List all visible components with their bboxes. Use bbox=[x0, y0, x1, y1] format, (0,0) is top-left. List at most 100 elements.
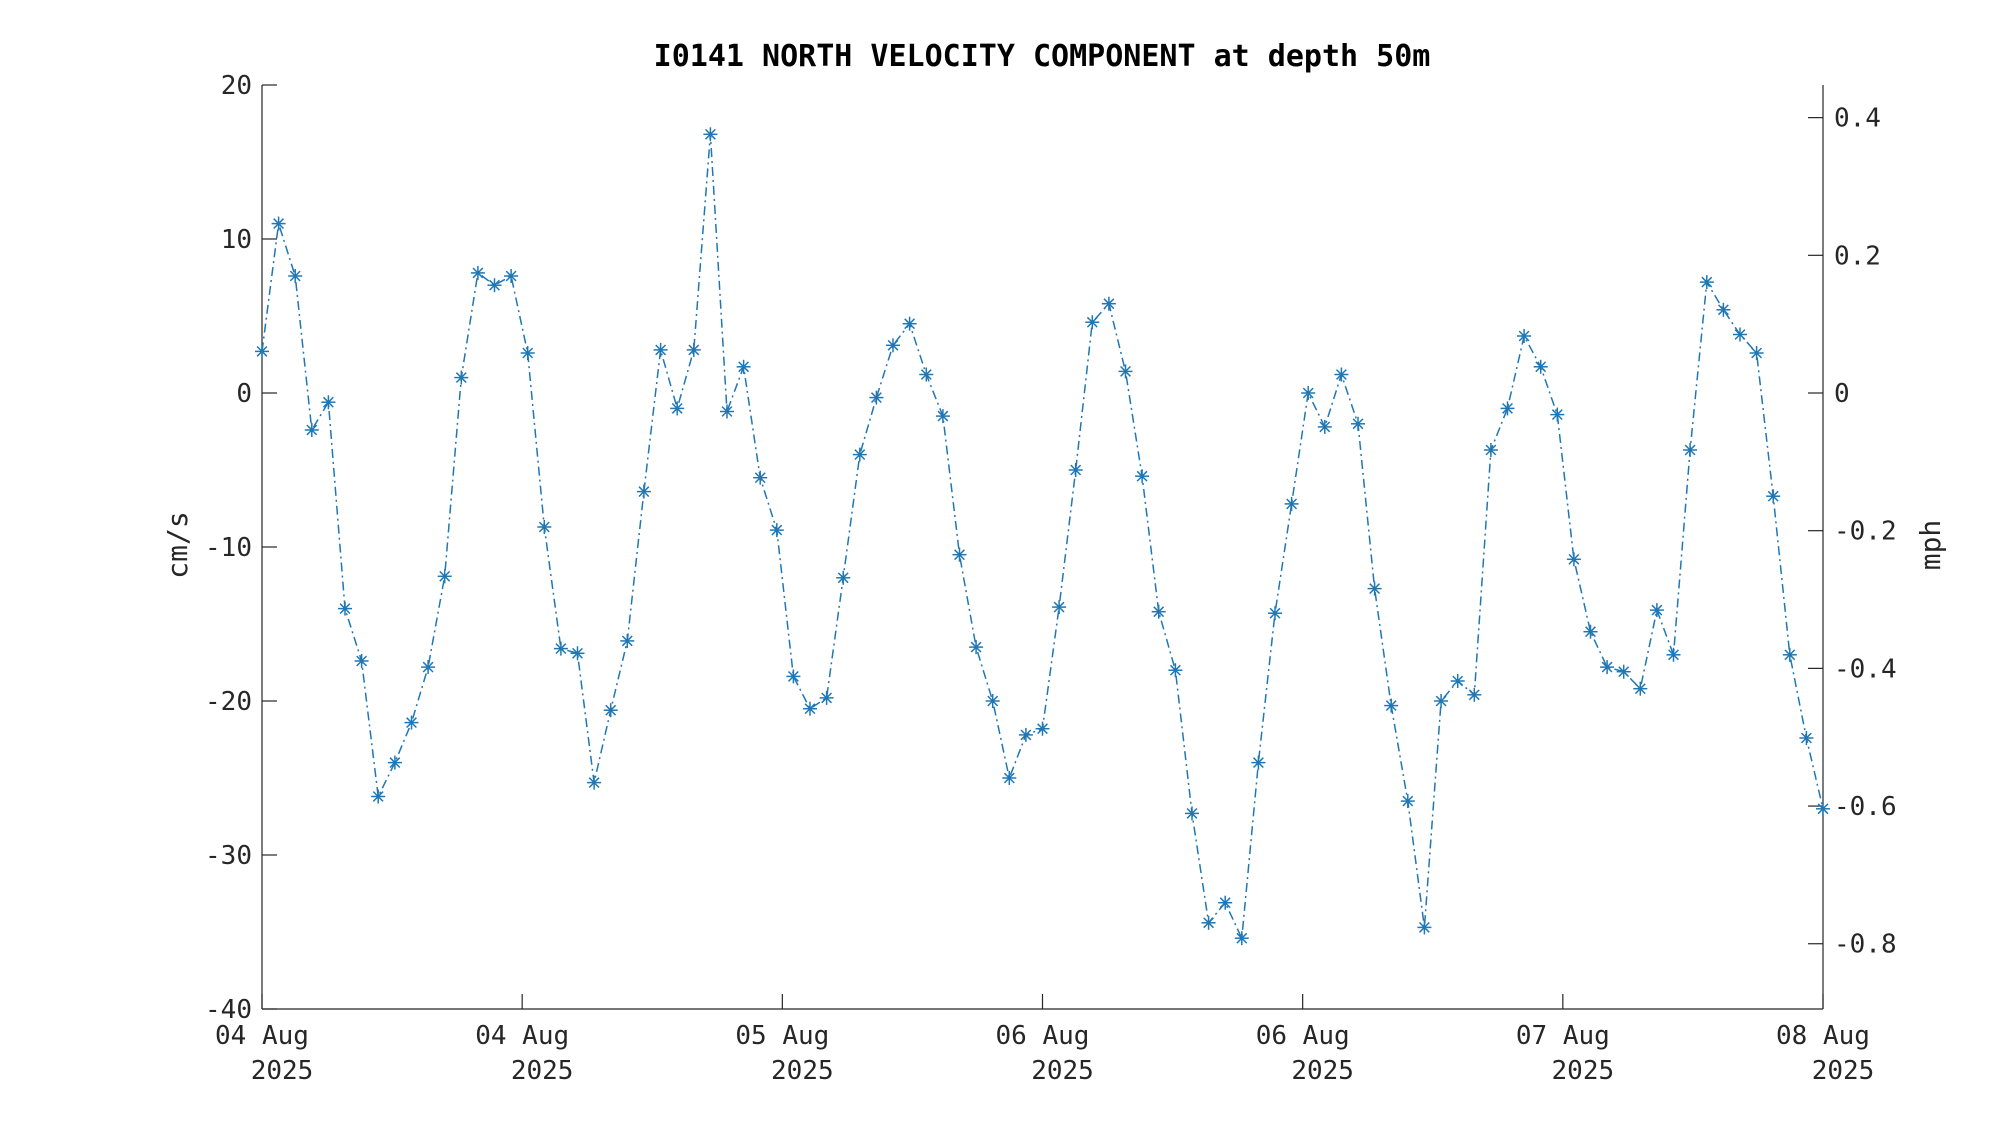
data-point bbox=[1151, 604, 1166, 619]
x-tick-label-year: 2025 bbox=[1812, 1056, 1875, 1086]
data-point bbox=[570, 646, 585, 661]
data-point bbox=[1799, 731, 1814, 745]
data-point bbox=[1566, 552, 1581, 567]
data-point bbox=[354, 654, 369, 668]
data-point bbox=[836, 570, 851, 585]
y2-tick-label: -0.2 bbox=[1834, 517, 1897, 547]
data-point bbox=[520, 346, 535, 360]
data-point bbox=[1633, 681, 1648, 696]
y2-tick-label: -0.8 bbox=[1834, 930, 1897, 960]
data-point bbox=[387, 755, 402, 770]
data-point bbox=[404, 715, 419, 730]
data-point bbox=[736, 359, 751, 374]
data-point bbox=[1168, 663, 1183, 678]
data-point bbox=[1334, 367, 1349, 382]
data-point bbox=[1185, 806, 1199, 821]
data-point bbox=[504, 269, 519, 283]
x-tick-label-year: 2025 bbox=[1031, 1056, 1094, 1086]
data-point bbox=[720, 404, 734, 419]
data-point bbox=[1533, 359, 1548, 374]
x-tick-label-date: 07 Aug bbox=[1516, 1021, 1610, 1051]
data-point bbox=[935, 409, 950, 424]
data-point bbox=[1616, 664, 1631, 679]
y2-tick-label: 0.2 bbox=[1834, 241, 1881, 271]
x-tick-label-date: 08 Aug bbox=[1776, 1021, 1870, 1051]
data-point bbox=[1251, 755, 1266, 770]
x-tick-label-date: 04 Aug bbox=[475, 1021, 569, 1051]
data-point bbox=[371, 789, 386, 804]
data-point bbox=[1699, 275, 1714, 290]
x-tick-label-year: 2025 bbox=[251, 1056, 314, 1086]
x-tick-label-year: 2025 bbox=[1291, 1056, 1354, 1086]
data-point bbox=[1317, 419, 1332, 434]
data-point bbox=[1351, 416, 1365, 431]
data-point bbox=[1101, 296, 1116, 311]
data-point bbox=[686, 342, 701, 357]
data-point bbox=[1417, 920, 1432, 935]
data-point bbox=[886, 338, 900, 353]
y2-tick-label: -0.4 bbox=[1834, 654, 1897, 684]
data-point bbox=[1384, 698, 1399, 713]
data-point bbox=[1733, 327, 1747, 342]
data-point bbox=[304, 423, 319, 437]
x-tick-label-date: 06 Aug bbox=[996, 1021, 1090, 1051]
x-tick-label-year: 2025 bbox=[511, 1056, 574, 1086]
data-point bbox=[1517, 329, 1532, 343]
data-point bbox=[1816, 801, 1830, 816]
plot-area bbox=[255, 127, 1830, 946]
data-point bbox=[587, 775, 602, 790]
data-point bbox=[1666, 647, 1681, 662]
axes: -40 -30 -20 -10 0 10 20 -0.8 -0.6 -0.4 -0.2 0 0.2 0.4… bbox=[205, 71, 1897, 1086]
data-point bbox=[1301, 386, 1316, 400]
y-axis-title: cm/s bbox=[161, 511, 194, 578]
data-point bbox=[421, 660, 436, 675]
data-point bbox=[1434, 694, 1449, 708]
data-point bbox=[1018, 727, 1033, 742]
y-tick-label: -30 bbox=[205, 841, 252, 871]
x-tick-label-date: 04 Aug bbox=[215, 1021, 309, 1051]
data-point bbox=[321, 395, 336, 410]
data-point bbox=[271, 216, 286, 231]
y2-tick-label: 0 bbox=[1834, 379, 1850, 409]
data-point bbox=[1234, 931, 1249, 946]
data-point bbox=[869, 390, 884, 405]
data-point bbox=[985, 694, 1000, 708]
data-point bbox=[803, 701, 817, 716]
data-point bbox=[1749, 346, 1764, 360]
y-tick-label: 20 bbox=[221, 71, 252, 101]
y-tick-label: -20 bbox=[205, 687, 252, 717]
data-point bbox=[1400, 794, 1415, 809]
data-point bbox=[1483, 443, 1498, 457]
data-point bbox=[1782, 647, 1797, 662]
data-point bbox=[437, 569, 452, 584]
series-line bbox=[261, 134, 1824, 942]
data-point bbox=[1683, 443, 1698, 457]
data-point bbox=[1367, 581, 1382, 596]
chart-title: I0141 NORTH VELOCITY COMPONENT at depth … bbox=[654, 39, 1431, 74]
data-point bbox=[338, 601, 352, 616]
data-point bbox=[786, 669, 801, 684]
x-tick-label-date: 05 Aug bbox=[735, 1021, 829, 1051]
data-point bbox=[1649, 603, 1664, 618]
data-point bbox=[288, 269, 303, 283]
y2-tick-label: 0.4 bbox=[1834, 104, 1881, 134]
data-point bbox=[852, 447, 867, 462]
data-point bbox=[1766, 489, 1781, 504]
data-point bbox=[454, 370, 469, 385]
data-point bbox=[1118, 364, 1133, 379]
data-point bbox=[1052, 600, 1067, 615]
data-point bbox=[636, 484, 651, 499]
y2-axis-title: mph bbox=[1914, 520, 1947, 571]
x-tick-label-year: 2025 bbox=[1552, 1056, 1615, 1086]
data-point bbox=[1450, 674, 1465, 688]
x-tick-label-year: 2025 bbox=[771, 1056, 834, 1086]
data-point bbox=[1500, 401, 1515, 416]
data-point bbox=[603, 703, 618, 718]
data-point bbox=[553, 641, 568, 656]
data-point bbox=[1002, 771, 1017, 785]
y2-tick-label: -0.6 bbox=[1834, 792, 1897, 822]
data-point bbox=[620, 633, 635, 648]
y-tick-label: -10 bbox=[205, 533, 252, 563]
data-point bbox=[653, 342, 668, 357]
data-point bbox=[487, 278, 502, 293]
